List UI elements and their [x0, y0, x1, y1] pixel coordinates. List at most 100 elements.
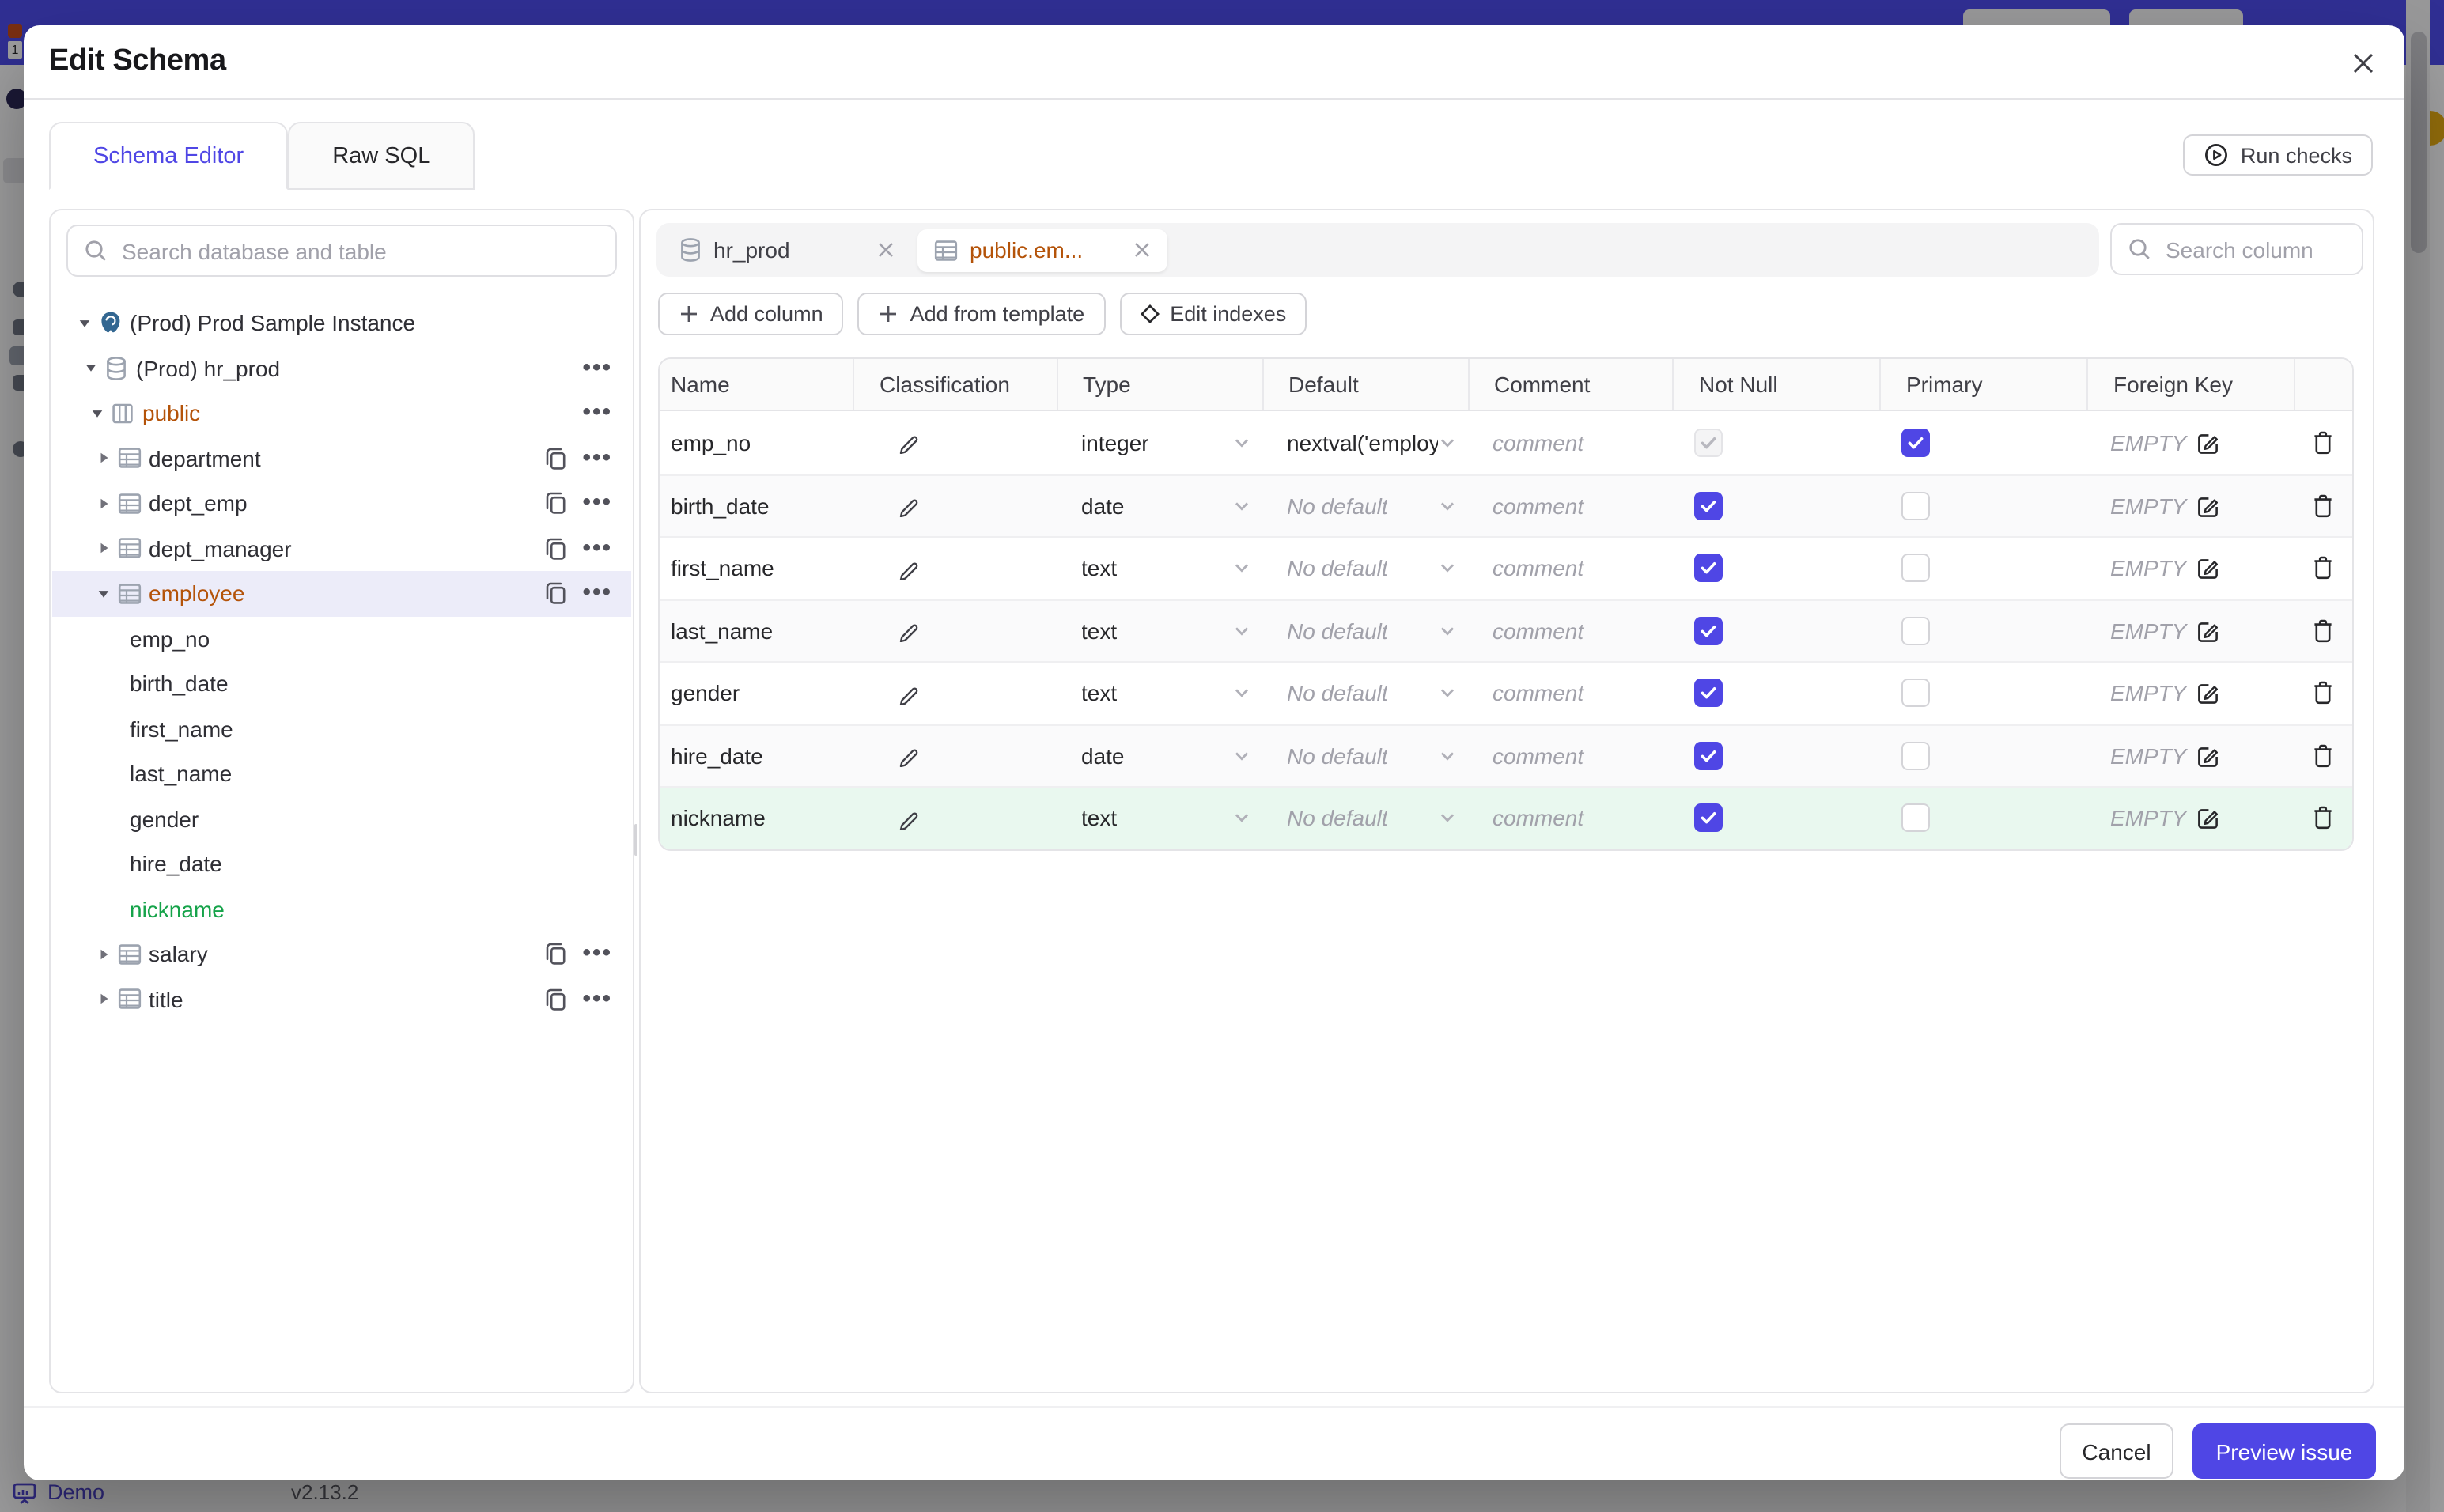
trash-icon[interactable]: [2311, 681, 2335, 706]
edit-foreign-key-icon[interactable]: [2196, 430, 2221, 455]
checkbox[interactable]: [1694, 803, 1723, 833]
close-tab-icon[interactable]: [1133, 240, 1152, 259]
more-actions-icon[interactable]: •••: [582, 579, 612, 607]
copy-icon[interactable]: [544, 446, 568, 471]
checkbox[interactable]: [1901, 616, 1930, 645]
run-checks-button[interactable]: Run checks: [2183, 134, 2373, 176]
primary-checkbox[interactable]: [1879, 788, 2086, 849]
tree-search-input[interactable]: [119, 236, 615, 265]
pencil-icon[interactable]: [897, 682, 921, 705]
add-from-template-button[interactable]: Add from template: [857, 293, 1106, 335]
caret-down-icon[interactable]: [70, 315, 98, 332]
column-name-cell[interactable]: nickname: [671, 805, 766, 831]
trash-icon[interactable]: [2311, 493, 2335, 519]
comment-input[interactable]: comment: [1493, 555, 1584, 581]
type-select[interactable]: text: [1056, 788, 1262, 849]
more-actions-icon[interactable]: •••: [582, 534, 612, 561]
tree-item-dept_manager[interactable]: dept_manager •••: [52, 526, 631, 571]
default-select[interactable]: No default: [1262, 538, 1467, 599]
primary-checkbox[interactable]: [1879, 600, 2086, 661]
edit-foreign-key-icon[interactable]: [2196, 618, 2221, 644]
caret-right-icon[interactable]: [89, 991, 117, 1008]
close-tab-icon[interactable]: [876, 240, 895, 259]
tree-item-emp_no[interactable]: emp_no: [52, 616, 631, 661]
column-name-cell[interactable]: gender: [671, 680, 740, 706]
trash-icon[interactable]: [2311, 430, 2335, 455]
caret-right-icon[interactable]: [89, 540, 117, 558]
primary-checkbox[interactable]: [1879, 725, 2086, 786]
tree-item-employee[interactable]: employee •••: [52, 571, 631, 616]
default-select[interactable]: No default: [1262, 475, 1467, 536]
tree-item-hire_date[interactable]: hire_date: [52, 841, 631, 886]
column-name-cell[interactable]: last_name: [671, 618, 774, 644]
copy-icon[interactable]: [544, 536, 568, 561]
tab-raw-sql[interactable]: Raw SQL: [288, 122, 475, 190]
caret-right-icon[interactable]: [89, 946, 117, 963]
column-name-cell[interactable]: birth_date: [671, 493, 770, 519]
pencil-icon[interactable]: [897, 431, 921, 455]
checkbox[interactable]: [1901, 554, 1930, 583]
default-select[interactable]: No default: [1262, 663, 1467, 724]
cancel-button[interactable]: Cancel: [2060, 1423, 2173, 1479]
column-search-input[interactable]: [2162, 235, 2404, 263]
caret-down-icon[interactable]: [82, 405, 111, 422]
close-icon[interactable]: [2348, 47, 2379, 79]
page-scrollbar[interactable]: [2406, 0, 2430, 1512]
trash-icon[interactable]: [2311, 618, 2335, 644]
type-select[interactable]: date: [1056, 475, 1262, 536]
tree-item-dept_emp[interactable]: dept_emp •••: [52, 481, 631, 526]
scrollbar-thumb[interactable]: [2410, 32, 2426, 253]
type-select[interactable]: integer: [1056, 411, 1262, 474]
trash-icon[interactable]: [2311, 556, 2335, 581]
pencil-icon[interactable]: [897, 619, 921, 643]
primary-checkbox[interactable]: [1879, 411, 2086, 474]
checkbox[interactable]: [1694, 679, 1723, 708]
not-null-checkbox[interactable]: [1672, 788, 1879, 849]
checkbox[interactable]: [1901, 491, 1930, 520]
primary-checkbox[interactable]: [1879, 663, 2086, 724]
column-name-cell[interactable]: hire_date: [671, 743, 763, 769]
edit-foreign-key-icon[interactable]: [2196, 681, 2221, 706]
checkbox[interactable]: [1901, 428, 1930, 457]
checkbox[interactable]: [1694, 554, 1723, 583]
column-name-cell[interactable]: emp_no: [671, 429, 751, 455]
open-tab-public.em...[interactable]: public.em...: [917, 229, 1167, 271]
type-select[interactable]: text: [1056, 663, 1262, 724]
open-tab-hr_prod[interactable]: hr_prod: [663, 229, 911, 271]
caret-down-icon[interactable]: [89, 585, 117, 603]
caret-right-icon[interactable]: [89, 450, 117, 467]
copy-icon[interactable]: [544, 491, 568, 516]
tree-item-salary[interactable]: salary •••: [52, 932, 631, 977]
not-null-checkbox[interactable]: [1672, 663, 1879, 724]
edit-foreign-key-icon[interactable]: [2196, 743, 2221, 769]
tree-item-title[interactable]: title •••: [52, 977, 631, 1022]
not-null-checkbox[interactable]: [1672, 600, 1879, 661]
tree-item-birth_date[interactable]: birth_date: [52, 661, 631, 706]
tree-item-last_name[interactable]: last_name: [52, 751, 631, 796]
more-actions-icon[interactable]: •••: [582, 985, 612, 1012]
checkbox[interactable]: [1901, 741, 1930, 770]
caret-down-icon[interactable]: [76, 360, 104, 377]
comment-input[interactable]: comment: [1493, 429, 1584, 455]
comment-input[interactable]: comment: [1493, 805, 1584, 831]
edit-indexes-button[interactable]: Edit indexes: [1119, 293, 1307, 335]
copy-icon[interactable]: [544, 987, 568, 1012]
more-actions-icon[interactable]: •••: [582, 353, 612, 381]
pencil-icon[interactable]: [897, 557, 921, 580]
edit-foreign-key-icon[interactable]: [2196, 493, 2221, 519]
trash-icon[interactable]: [2311, 806, 2335, 831]
caret-right-icon[interactable]: [89, 495, 117, 512]
pencil-icon[interactable]: [897, 744, 921, 768]
more-actions-icon[interactable]: •••: [582, 399, 612, 426]
default-select[interactable]: No default: [1262, 788, 1467, 849]
checkbox[interactable]: [1694, 741, 1723, 770]
comment-input[interactable]: comment: [1493, 743, 1584, 769]
primary-checkbox[interactable]: [1879, 475, 2086, 536]
pencil-icon[interactable]: [897, 494, 921, 518]
tree-item--Prod-Prod-Sample-Instance[interactable]: (Prod) Prod Sample Instance: [52, 301, 631, 346]
edit-foreign-key-icon[interactable]: [2196, 556, 2221, 581]
type-select[interactable]: text: [1056, 538, 1262, 599]
column-name-cell[interactable]: first_name: [671, 555, 774, 581]
more-actions-icon[interactable]: •••: [582, 489, 612, 516]
tree-item-department[interactable]: department •••: [52, 436, 631, 481]
